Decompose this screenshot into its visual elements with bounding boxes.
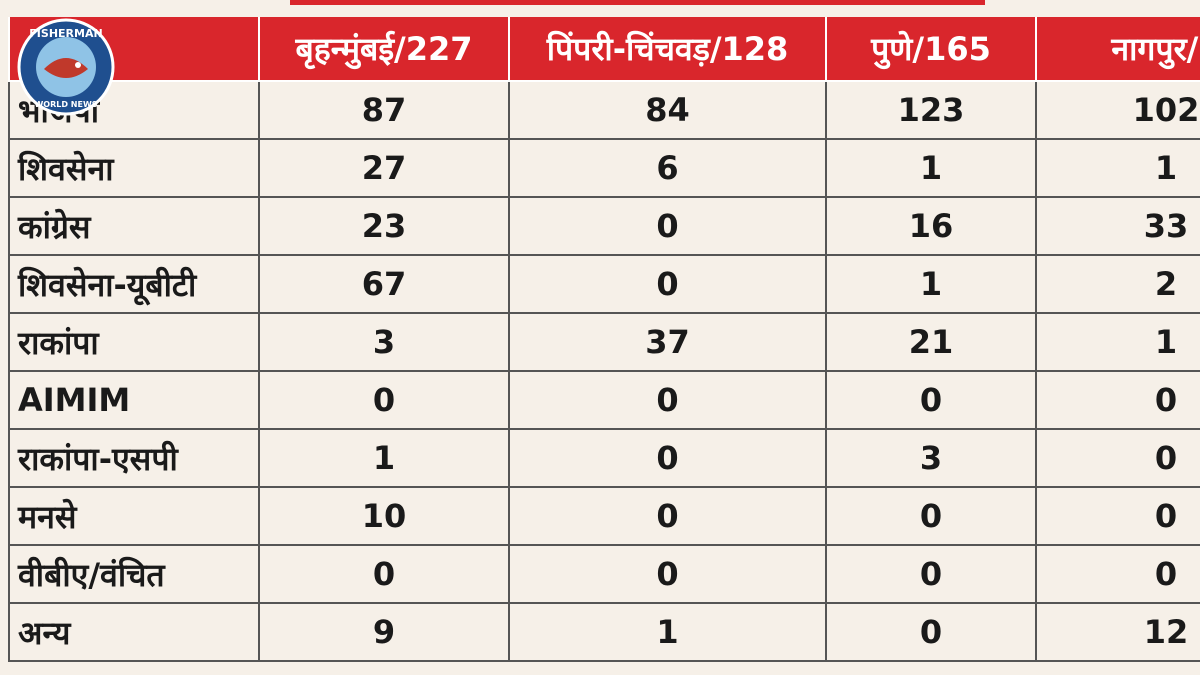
header-row: पार्टीबृहन्मुंबई/227पिंपरी-चिंचवड़/128पु… <box>8 17 1200 82</box>
seat-count: 9 <box>258 602 510 662</box>
table-row: अन्य 9 1 0 12 <box>8 602 1200 662</box>
seat-count: 0 <box>258 370 510 430</box>
seat-count: 0 <box>1035 428 1200 488</box>
seat-count: 3 <box>825 428 1037 488</box>
table-row: AIMIM 0 0 0 0 <box>8 370 1200 430</box>
column-header: बृहन्मुंबई/227 <box>258 17 510 82</box>
seat-count: 67 <box>258 254 510 314</box>
seat-count: 1 <box>258 428 510 488</box>
seat-count: 0 <box>508 544 827 604</box>
seat-count: 1 <box>508 602 827 662</box>
seat-count: 102 <box>1035 80 1200 140</box>
seat-count: 37 <box>508 312 827 372</box>
seat-count: 0 <box>825 602 1037 662</box>
party-name: मनसे <box>8 486 260 546</box>
seat-count: 0 <box>508 370 827 430</box>
seat-count: 0 <box>258 544 510 604</box>
seat-count: 84 <box>508 80 827 140</box>
table-row: वीबीए/वंचित 0 0 0 0 <box>8 544 1200 604</box>
seat-count: 0 <box>508 486 827 546</box>
seat-count: 16 <box>825 196 1037 256</box>
party-name: राकांपा <box>8 312 260 372</box>
seat-count: 0 <box>1035 370 1200 430</box>
seat-count: 87 <box>258 80 510 140</box>
party-name: वीबीए/वंचित <box>8 544 260 604</box>
party-name: कांग्रेस <box>8 196 260 256</box>
seat-count: 0 <box>1035 486 1200 546</box>
seat-count: 0 <box>825 486 1037 546</box>
seat-count: 0 <box>508 254 827 314</box>
seat-count: 0 <box>508 196 827 256</box>
seat-count: 123 <box>825 80 1037 140</box>
seat-count: 33 <box>1035 196 1200 256</box>
party-name: शिवसेना-यूबीटी <box>8 254 260 314</box>
party-name: राकांपा-एसपी <box>8 428 260 488</box>
table-row: कांग्रेस 23 0 16 33 <box>8 196 1200 256</box>
seat-count: 0 <box>508 428 827 488</box>
table-row: राकांपा 3 37 21 1 <box>8 312 1200 372</box>
column-header: पुणे/165 <box>825 17 1037 82</box>
top-bar <box>290 0 985 5</box>
seat-count: 0 <box>825 370 1037 430</box>
logo-subtitle: WORLD NEWS <box>34 100 97 109</box>
seat-count: 0 <box>1035 544 1200 604</box>
party-name: शिवसेना <box>8 138 260 198</box>
logo: FISHERMAN WORLD NEWS <box>17 18 115 116</box>
seat-count: 0 <box>825 544 1037 604</box>
seat-count: 3 <box>258 312 510 372</box>
seat-count: 1 <box>1035 312 1200 372</box>
seat-count: 23 <box>258 196 510 256</box>
table-row: शिवसेना 27 6 1 1 <box>8 138 1200 198</box>
results-table: पार्टीबृहन्मुंबई/227पिंपरी-चिंचवड़/128पु… <box>8 17 1200 662</box>
seat-count: 21 <box>825 312 1037 372</box>
seat-count: 2 <box>1035 254 1200 314</box>
seat-count: 27 <box>258 138 510 198</box>
column-header: पिंपरी-चिंचवड़/128 <box>508 17 827 82</box>
seat-count: 12 <box>1035 602 1200 662</box>
seat-count: 10 <box>258 486 510 546</box>
seat-count: 1 <box>1035 138 1200 198</box>
table-row: मनसे 10 0 0 0 <box>8 486 1200 546</box>
table-row: राकांपा-एसपी 1 0 3 0 <box>8 428 1200 488</box>
seat-count: 1 <box>825 254 1037 314</box>
logo-title: FISHERMAN <box>29 27 102 40</box>
seat-count: 1 <box>825 138 1037 198</box>
table-body: भाजपा8784123102शिवसेना27611कांग्रेस23016… <box>8 80 1200 662</box>
seat-count: 6 <box>508 138 827 198</box>
party-name: AIMIM <box>8 370 260 430</box>
party-name: अन्य <box>8 602 260 662</box>
column-header: नागपुर/1 <box>1035 17 1200 82</box>
table-row: शिवसेना-यूबीटी 67 0 1 2 <box>8 254 1200 314</box>
